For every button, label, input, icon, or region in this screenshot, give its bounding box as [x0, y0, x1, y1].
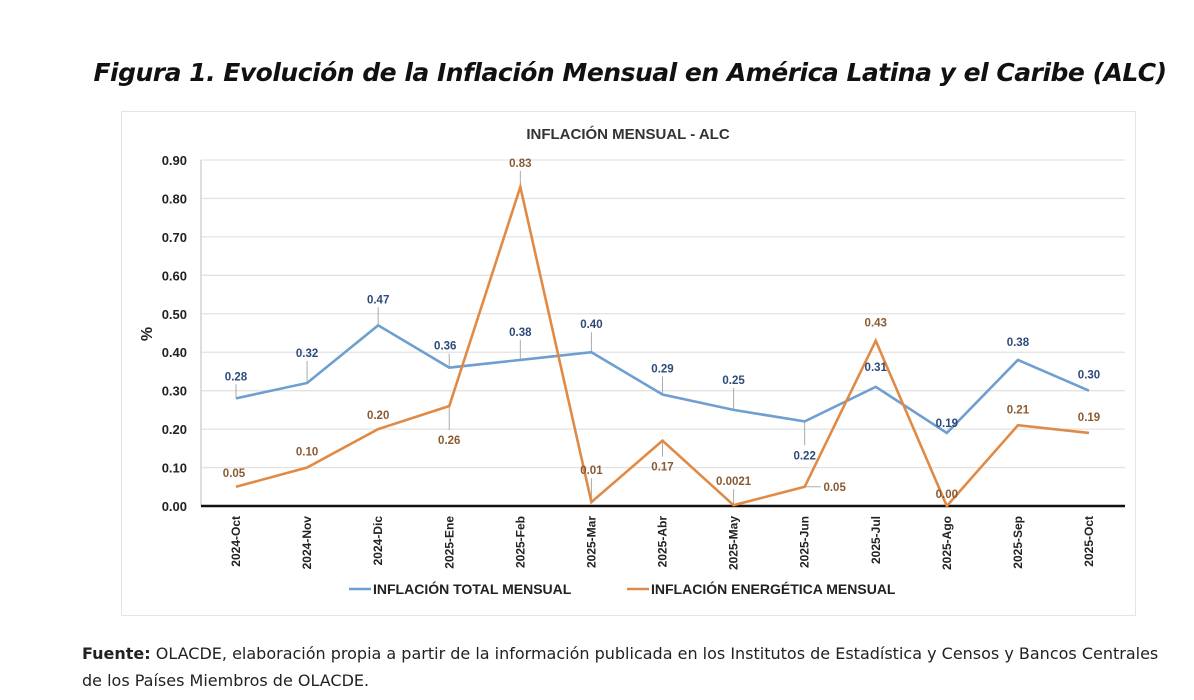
data-label: 0.21 [1007, 404, 1030, 416]
x-tick-label: 2025-Feb [513, 516, 527, 568]
data-label: 0.30 [1078, 370, 1100, 382]
y-tick-label: 0.80 [162, 191, 187, 206]
x-tick-label: 2024-Nov [300, 516, 314, 570]
y-tick-label: 0.90 [162, 153, 187, 168]
data-labels: 0.28 0.32 0.47 0.36 0.38 0.40 0.29 0.25 0.22 0.31… [223, 158, 1100, 501]
series-line-total [235, 323, 1090, 435]
chart-frame: INFLACIÓN MENSUAL - ALC % 0.00 0.10 0.20 0.… [121, 111, 1136, 616]
source-note: Fuente: OLACDE, elaboración propia a par… [82, 640, 1172, 694]
y-tick-label: 0.60 [162, 268, 187, 283]
label-leader-lines [235, 170, 821, 506]
data-label: 0.20 [367, 410, 389, 422]
x-tick-labels: 2024-Oct 2024-Nov 2024-Dic 2025-Ene 2025-Feb… [229, 516, 1096, 570]
y-tick-label: 0.50 [162, 307, 187, 322]
x-tick-label: 2024-Oct [229, 516, 243, 567]
x-tick-label: 2025-Mar [584, 516, 598, 568]
chart-title: INFLACIÓN MENSUAL - ALC [526, 125, 729, 143]
series-lines [235, 182, 1090, 509]
legend: INFLACIÓN TOTAL MENSUAL INFLACIÓN ENERGÉT… [349, 580, 896, 597]
x-tick-label: 2025-Oct [1082, 516, 1096, 567]
y-tick-label: 0.00 [162, 499, 187, 514]
data-label: 0.31 [865, 362, 888, 374]
data-label: 0.25 [722, 375, 745, 387]
data-label: 0.29 [651, 364, 673, 376]
x-tick-label: 2025-Sep [1011, 516, 1025, 569]
data-label: 0.28 [225, 371, 248, 383]
data-label: 0.19 [936, 418, 958, 430]
x-tick-label: 2025-Ene [442, 516, 456, 569]
data-label: 0.38 [509, 327, 532, 339]
y-axis-label: % [139, 327, 156, 341]
legend-label-total: INFLACIÓN TOTAL MENSUAL [373, 580, 572, 597]
y-tick-label: 0.70 [162, 230, 187, 245]
x-tick-label: 2025-Abr [656, 516, 670, 568]
data-label: 0.00 [936, 489, 958, 501]
data-label: 0.38 [1007, 337, 1030, 349]
data-label: 0.05 [223, 468, 246, 480]
x-tick-label: 2025-May [727, 516, 741, 570]
data-label: 0.01 [580, 465, 603, 477]
data-label: 0.19 [1078, 412, 1100, 424]
y-tick-labels: 0.00 0.10 0.20 0.30 0.40 0.50 0.60 0.70 0.80 0.90 [162, 153, 187, 514]
y-tick-label: 0.30 [162, 384, 187, 399]
y-tick-label: 0.10 [162, 461, 187, 476]
source-text: OLACDE, elaboración propia a partir de l… [82, 644, 1159, 690]
source-label: Fuente: [82, 644, 151, 663]
y-tick-label: 0.20 [162, 422, 187, 437]
x-tick-label: 2024-Dic [371, 516, 385, 566]
legend-label-energy: INFLACIÓN ENERGÉTICA MENSUAL [651, 580, 896, 597]
data-label: 0.32 [296, 348, 318, 360]
y-tick-label: 0.40 [162, 345, 187, 360]
figure-title: Figura 1. Evolución de la Inflación Mens… [93, 58, 1167, 87]
data-label: 0.0021 [716, 476, 752, 488]
x-tick-label: 2025-Jun [798, 516, 812, 568]
data-label: 0.22 [793, 450, 815, 462]
data-label: 0.05 [823, 482, 846, 494]
data-label: 0.43 [865, 318, 887, 330]
data-label: 0.40 [580, 319, 602, 331]
x-tick-label: 2025-Jul [869, 516, 883, 564]
data-label: 0.36 [434, 341, 456, 353]
data-label: 0.17 [651, 462, 673, 474]
data-label: 0.83 [509, 158, 531, 170]
data-label: 0.10 [296, 447, 318, 459]
line-chart: INFLACIÓN MENSUAL - ALC % 0.000.100.200.… [139, 125, 1125, 597]
data-label: 0.47 [367, 294, 389, 306]
gridlines [200, 159, 1125, 508]
x-tick-label: 2025-Ago [940, 516, 954, 570]
data-label: 0.26 [438, 435, 460, 447]
series-line-energy [235, 182, 1090, 509]
